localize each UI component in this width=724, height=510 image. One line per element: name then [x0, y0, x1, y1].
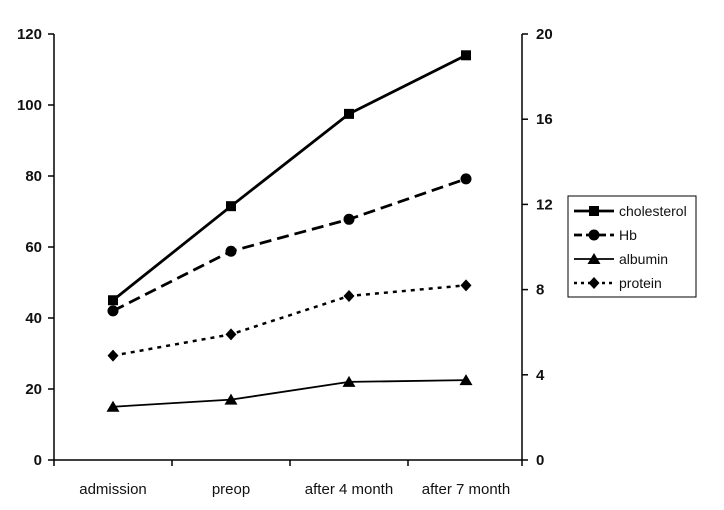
data-point-hb [343, 213, 355, 225]
data-point-hb [107, 305, 119, 317]
data-point-albumin [106, 400, 120, 412]
data-point-hb [225, 245, 237, 257]
right-tick-label: 20 [536, 26, 553, 43]
legend: cholesterol Hb albumin protein [567, 195, 697, 298]
x-tick-label: after 7 month [422, 481, 510, 498]
right-tick-label: 4 [536, 367, 545, 384]
legend-marker-cholesterol [589, 206, 599, 216]
series-layer [106, 50, 473, 412]
x-tick-label: after 4 month [305, 481, 393, 498]
series-line-protein [112, 284, 467, 357]
legend-label-hb: Hb [619, 227, 637, 243]
data-point-protein [107, 349, 119, 362]
data-point-cholesterol [108, 295, 118, 306]
left-tick-label: 100 [17, 97, 42, 114]
legend-marker-albumin [587, 253, 601, 264]
right-tick-label: 8 [536, 282, 544, 299]
series-protein [107, 279, 472, 362]
left-tick-label: 60 [25, 239, 42, 256]
legend-label-protein: protein [619, 275, 662, 291]
series-line-albumin [112, 379, 467, 408]
x-tick-label: preop [212, 481, 250, 498]
legend-label-cholesterol: cholesterol [619, 203, 687, 219]
right-tick-label: 16 [536, 111, 553, 128]
series-line-cholesterol [112, 54, 467, 302]
data-point-albumin [224, 393, 238, 405]
left-tick-label: 0 [34, 452, 42, 469]
right-tick-label: 0 [536, 452, 544, 469]
axes: 0 20 40 60 80 100 120 0 4 8 12 16 20 admission preop af… [17, 26, 553, 498]
data-point-protein [225, 328, 237, 341]
data-point-protein [343, 289, 355, 302]
data-point-cholesterol [461, 50, 471, 61]
series-albumin [106, 374, 473, 412]
data-point-protein [460, 279, 472, 292]
data-point-cholesterol [226, 201, 236, 212]
legend-label-albumin: albumin [619, 251, 668, 267]
data-point-cholesterol [344, 108, 354, 119]
legend-marker-hb [588, 229, 600, 241]
series-line-hb [112, 177, 467, 313]
data-point-albumin [342, 375, 356, 387]
left-tick-label: 120 [17, 26, 42, 43]
data-point-albumin [459, 374, 473, 386]
legend-marker-protein [588, 277, 600, 289]
series-cholesterol [108, 50, 471, 306]
series-hb [107, 173, 472, 317]
left-tick-label: 80 [25, 168, 42, 185]
data-point-hb [460, 173, 472, 185]
right-tick-label: 12 [536, 196, 553, 213]
x-tick-label: admission [79, 481, 147, 498]
left-tick-label: 20 [25, 381, 42, 398]
left-tick-label: 40 [25, 310, 42, 327]
